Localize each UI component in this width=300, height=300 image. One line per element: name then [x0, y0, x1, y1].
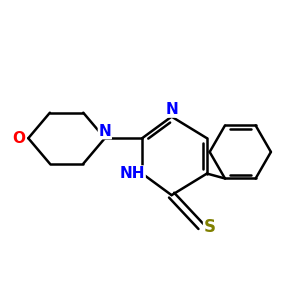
- Text: O: O: [12, 131, 25, 146]
- Text: N: N: [165, 102, 178, 117]
- Text: N: N: [98, 124, 111, 139]
- Text: NH: NH: [120, 166, 145, 181]
- Text: S: S: [204, 218, 216, 236]
